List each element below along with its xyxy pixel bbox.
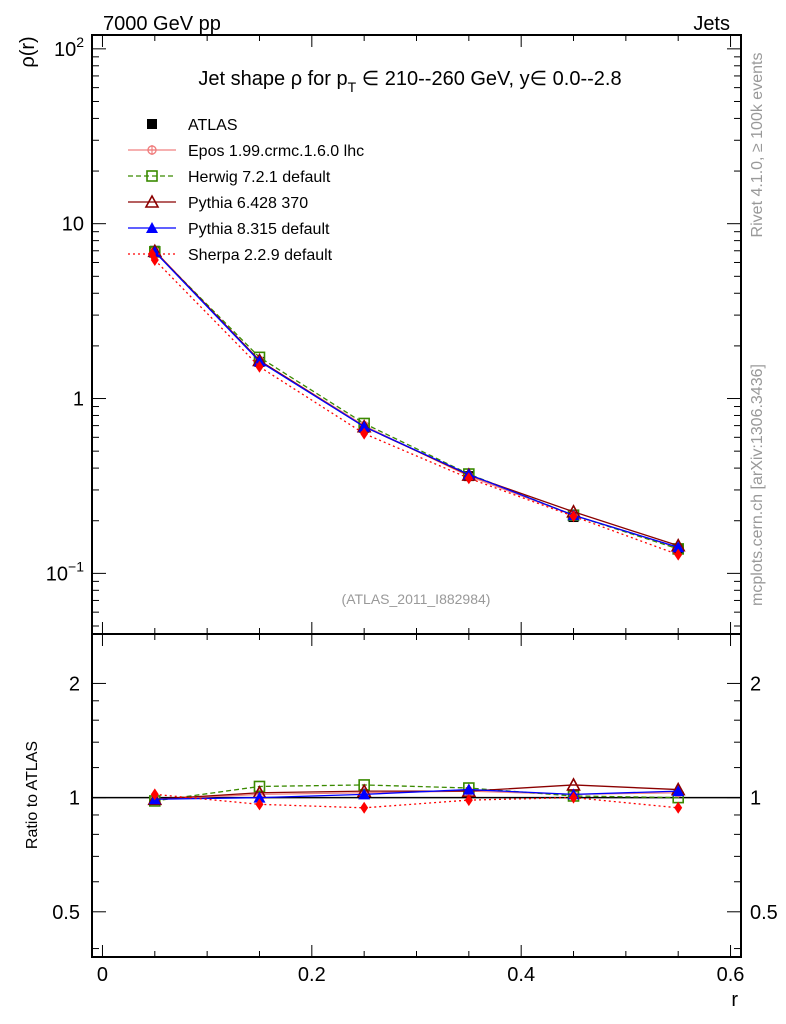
ratio-y-tick-label: 0.5: [52, 902, 80, 924]
ratio-point-pythia8: [462, 783, 475, 795]
data-point-sherpa: [360, 427, 369, 440]
data-point-pythia8: [358, 420, 371, 432]
legend-label-atlas: ATLAS: [188, 117, 238, 134]
rivet-version-label: Rivet 4.1.0, ≥ 100k events: [749, 53, 766, 238]
ratio-point-sherpa: [464, 794, 473, 807]
legend-label-epos: Epos 1.99.crmc.1.6.0 lhc: [188, 143, 364, 160]
legend-item-atlas: ATLAS: [147, 117, 238, 134]
data-point-sherpa: [464, 472, 473, 485]
legend-label-pythia6: Pythia 6.428 370: [188, 195, 308, 212]
data-point-sherpa: [569, 510, 578, 523]
data-point-pythia8: [672, 541, 685, 553]
main-y-tick-label: 10: [62, 214, 84, 236]
legend-item-herwig: Herwig 7.2.1 default: [128, 169, 331, 186]
main-y-tick-label: 102: [54, 34, 84, 61]
legend-label-sherpa: Sherpa 2.2.9 default: [188, 247, 333, 264]
series-atlas: [149, 245, 684, 554]
x-tick-label: 0: [97, 964, 108, 986]
x-tick-label: 0.6: [717, 964, 745, 986]
ratio-y-tick-label: 1: [69, 788, 80, 810]
series-epos: [149, 245, 684, 553]
ratio-point-sherpa: [255, 798, 264, 811]
ratio-y-tick-label-right: 1: [750, 788, 761, 810]
ratio-point-pythia8: [253, 791, 266, 803]
legend-item-sherpa: Sherpa 2.2.9 default: [128, 247, 333, 264]
legend-marker-pythia8: [146, 222, 158, 233]
ratio-point-sherpa: [569, 791, 578, 804]
x-tick-label: 0.2: [298, 964, 326, 986]
series-line-pythia6: [154, 250, 679, 547]
ratio-x-ticks: [101, 634, 732, 957]
ratio-y-label: Ratio to ATLAS: [24, 741, 41, 849]
series-pythia6: [147, 243, 686, 552]
ratio-line-pythia8: [154, 788, 679, 800]
ratio-y-ticks: [92, 682, 741, 950]
legend: ATLAS Epos 1.99.crmc.1.6.0 lhc Herwig 7.2.…: [128, 117, 364, 264]
series-line-herwig: [154, 251, 679, 550]
ratio-point-herwig: [253, 780, 266, 793]
series-line-pythia8: [154, 251, 679, 548]
ratio-point-pythia8: [672, 785, 685, 797]
ratio-y-tick-label-right: 0.5: [750, 902, 778, 924]
ratio-point-sherpa: [150, 788, 159, 801]
legend-marker-herwig: [146, 170, 158, 182]
main-y-tick-label: 10−1: [46, 558, 84, 585]
series-pythia8: [148, 245, 685, 553]
legend-item-pythia8: Pythia 8.315 default: [128, 221, 330, 238]
ratio-y-tick-label: 2: [69, 673, 80, 695]
ratio-point-pythia8: [358, 788, 371, 800]
main-y-ticks: [92, 48, 741, 627]
ratio-point-sherpa: [360, 801, 369, 814]
x-axis-label: r: [731, 989, 738, 1011]
main-y-tick-label: 1: [73, 389, 84, 411]
data-point-sherpa: [255, 360, 264, 373]
reference-label: (ATLAS_2011_I882984): [342, 591, 491, 607]
series-herwig: [149, 246, 684, 555]
ratio-line-herwig: [154, 784, 679, 802]
ratio-point-sherpa: [674, 801, 683, 814]
legend-marker-epos: [147, 145, 157, 155]
legend-item-pythia6: Pythia 6.428 370: [128, 194, 308, 212]
ratio-series-sherpa: [150, 788, 683, 814]
ratio-y-tick-label-right: 2: [750, 673, 761, 695]
legend-label-herwig: Herwig 7.2.1 default: [188, 169, 331, 186]
legend-marker-pythia6: [144, 194, 160, 208]
ratio-line-sherpa: [154, 793, 679, 809]
legend-item-epos: Epos 1.99.crmc.1.6.0 lhc: [128, 143, 364, 160]
x-tick-label: 0.4: [507, 964, 535, 986]
chart-title: Jet shape ρ for pT ∈ 210--260 GeV, y∈ 0.…: [198, 68, 621, 95]
series-sherpa: [150, 253, 683, 561]
ratio-panel: 0 0.2 0.4 0.6 2 2 1 1 0.5 0.5: [52, 633, 778, 986]
legend-marker-atlas: [147, 119, 157, 129]
data-point-sherpa: [674, 548, 683, 561]
ratio-plot-frame: [91, 633, 742, 958]
series-line-sherpa: [154, 259, 679, 556]
legend-label-pythia8: Pythia 8.315 default: [188, 221, 330, 238]
ratio-line-pythia6: [154, 784, 679, 800]
header-left: 7000 GeV pp: [103, 13, 221, 35]
header-right: Jets: [693, 13, 730, 35]
legend-marker-sherpa: [148, 248, 156, 260]
main-y-label: ρ(r): [17, 36, 39, 67]
series-line-epos: [154, 250, 679, 549]
mcplots-label: mcplots.cern.ch [arXiv:1306.3436]: [749, 364, 766, 606]
